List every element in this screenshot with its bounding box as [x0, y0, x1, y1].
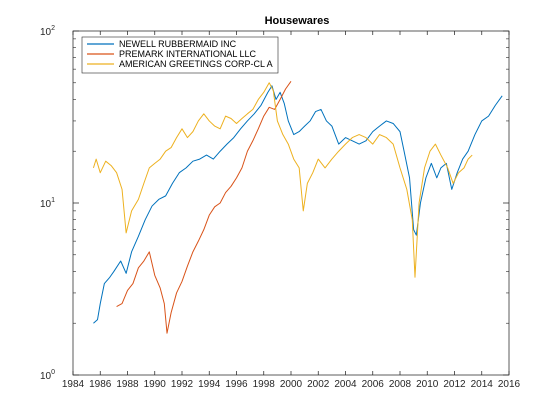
x-tick-label: 1996	[225, 379, 248, 390]
axis-layer: 1984 1986 1988 1990 1992 1994 1996 1998 2000 2002…	[40, 25, 521, 390]
legend-label: PREMARK INTERNATIONAL LLC	[119, 49, 257, 59]
x-tick-label: 1986	[89, 379, 112, 390]
chart-title: Housewares	[265, 15, 330, 27]
x-tick-label: 1994	[198, 379, 221, 390]
plot-frame	[72, 30, 510, 376]
x-tick-label: 1990	[144, 379, 167, 390]
x-tick-label: 1992	[171, 379, 194, 390]
x-tick-label: 1984	[62, 379, 85, 390]
y-tick-label: 100	[40, 369, 55, 382]
series-layer	[92, 81, 503, 334]
series-line-3	[92, 82, 473, 278]
series-line-2	[116, 81, 292, 334]
x-tick-label: 1988	[116, 379, 139, 390]
legend-label: AMERICAN GREETINGS CORP-CL A	[119, 59, 273, 69]
x-tick-label: 2014	[471, 379, 494, 390]
x-tick-label: 2008	[389, 379, 412, 390]
x-tick-label: 2000	[280, 379, 303, 390]
x-tick-label: 2016	[498, 379, 521, 390]
plot-area	[73, 31, 509, 375]
x-tick-label: 1998	[253, 379, 276, 390]
x-tick-label: 2010	[416, 379, 439, 390]
y-tick-label: 102	[40, 25, 55, 38]
x-tick-label: 2004	[334, 379, 357, 390]
series-line-1	[93, 85, 503, 324]
x-tick-label: 2012	[443, 379, 466, 390]
legend-label: NEWELL RUBBERMAID INC	[119, 39, 237, 49]
x-tick-label: 2006	[362, 379, 385, 390]
y-tick-label: 101	[40, 197, 55, 210]
x-tick-label: 2002	[307, 379, 330, 390]
legend-box	[81, 36, 279, 74]
